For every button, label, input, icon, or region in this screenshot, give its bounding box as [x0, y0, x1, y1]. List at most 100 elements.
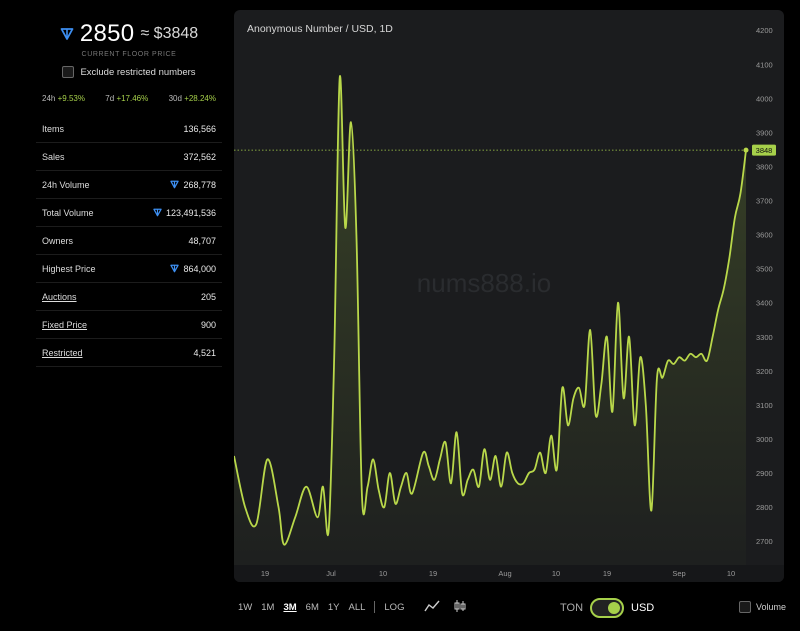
y-tick-label: 4000: [756, 94, 773, 103]
price-changes: 24h +9.53% 7d +17.46% 30d +28.24%: [36, 94, 222, 103]
y-tick-label: 3500: [756, 265, 773, 274]
y-tick-label: 3400: [756, 299, 773, 308]
chart-title: Anonymous Number / USD, 1D: [247, 23, 393, 35]
range-1w[interactable]: 1W: [238, 601, 253, 613]
chart-panel[interactable]: Anonymous Number / USD, 1D nums888.io 27…: [234, 10, 784, 582]
stat-label: 24h Volume: [42, 179, 90, 190]
change-value: +9.53%: [57, 94, 85, 103]
line-chart-icon[interactable]: [424, 599, 440, 613]
x-tick-label: 19: [429, 569, 437, 578]
change-24h: 24h +9.53%: [42, 94, 85, 103]
y-tick-label: 2900: [756, 469, 773, 478]
stat-row-restricted[interactable]: Restricted 4,521: [36, 339, 222, 367]
stat-label: Highest Price: [42, 263, 96, 274]
x-tick-label: Sep: [672, 569, 685, 578]
y-tick-label: 3000: [756, 435, 773, 444]
log-scale-toggle[interactable]: LOG: [384, 601, 405, 613]
last-price-dot: [743, 147, 749, 153]
stat-value: 136,566: [183, 124, 216, 134]
stat-value: 900: [201, 320, 216, 330]
x-tick-label: 10: [727, 569, 735, 578]
stat-label: Items: [42, 123, 65, 134]
stat-row-fixed-price[interactable]: Fixed Price 900: [36, 311, 222, 339]
stat-row-total-volume: Total Volume 123,491,536: [36, 199, 222, 227]
stat-value: 4,521: [193, 348, 216, 358]
watermark: nums888.io: [417, 268, 551, 298]
exclude-restricted-checkbox[interactable]: [62, 66, 75, 78]
floor-price-caption: CURRENT FLOOR PRICE: [81, 51, 177, 58]
stat-row-owners: Owners 48,707: [36, 227, 222, 255]
change-30d: 30d +28.24%: [169, 94, 216, 103]
ton-icon: [170, 180, 180, 189]
stats-table: Items 136,566 Sales 372,562 24h Volume 268,77…: [36, 115, 222, 367]
volume-checkbox[interactable]: [739, 601, 751, 613]
y-tick-label: 3600: [756, 231, 773, 240]
ton-icon: [170, 264, 180, 273]
stat-value-text: 123,491,536: [165, 207, 216, 218]
y-tick-label: 3900: [756, 128, 773, 137]
stat-value: 205: [201, 292, 216, 302]
y-tick-label: 4100: [756, 60, 773, 69]
stat-label[interactable]: Fixed Price: [42, 319, 88, 330]
price-line: [234, 75, 747, 546]
x-tick-label: 10: [379, 569, 387, 578]
ton-icon: [153, 208, 162, 217]
volume-toggle[interactable]: Volume: [739, 601, 786, 613]
stat-label: Total Volume: [42, 207, 94, 218]
stat-row-24h-volume: 24h Volume 268,778: [36, 171, 222, 199]
stat-value: 268,778: [170, 180, 216, 190]
y-tick-label: 3700: [756, 197, 773, 206]
volume-label: Volume: [756, 602, 787, 612]
change-value: +28.24%: [184, 94, 216, 103]
y-tick-label: 3300: [756, 333, 773, 342]
exclude-restricted-toggle[interactable]: Exclude restricted numbers: [36, 66, 222, 78]
x-axis-band: [234, 565, 784, 582]
exclude-restricted-label: Exclude restricted numbers: [80, 66, 196, 78]
x-tick-label: 19: [603, 569, 611, 578]
change-period: 7d: [105, 94, 115, 103]
stat-value: 48,707: [188, 236, 216, 246]
stat-row-sales: Sales 372,562: [36, 143, 222, 171]
bottom-toolbar: 1W 1M 3M 6M 1Y ALL LOG TON USD Volume: [0, 596, 800, 620]
y-tick-label: 3200: [756, 367, 773, 376]
range-3m[interactable]: 3M: [283, 601, 297, 613]
floor-price-ton: 2850: [79, 20, 135, 47]
range-6m[interactable]: 6M: [305, 601, 319, 613]
y-tick-label: 3800: [756, 162, 773, 171]
y-tick-label: 3100: [756, 401, 773, 410]
left-panel: 2850 ≈ $3848 CURRENT FLOOR PRICE Exclude…: [36, 18, 222, 367]
stat-row-auctions[interactable]: Auctions 205: [36, 283, 222, 311]
x-tick-label: Aug: [498, 569, 511, 578]
last-price-label: 3848: [756, 146, 773, 155]
toggle-ton-label[interactable]: TON: [560, 602, 584, 614]
switch-knob: [608, 602, 621, 614]
ton-icon: [60, 28, 74, 40]
chart-type-icons: [424, 599, 466, 613]
stat-value-text: 900: [200, 319, 216, 330]
y-tick-label: 2700: [756, 537, 773, 546]
stat-label[interactable]: Auctions: [42, 291, 77, 302]
range-1m[interactable]: 1M: [261, 601, 275, 613]
stat-label[interactable]: Restricted: [42, 347, 83, 358]
stat-value: 372,562: [183, 152, 216, 162]
change-period: 30d: [168, 94, 182, 103]
currency-toggle[interactable]: TON USD: [560, 598, 654, 618]
stat-value-text: 4,521: [193, 347, 216, 358]
currency-switch[interactable]: [590, 598, 625, 618]
floor-price-usd: ≈ $3848: [140, 25, 199, 42]
stat-value: 123,491,536: [153, 208, 216, 218]
range-all[interactable]: ALL: [348, 601, 366, 613]
x-tick-label: Jul: [326, 569, 336, 578]
y-tick-label: 2800: [756, 503, 773, 512]
stat-label: Owners: [42, 235, 74, 246]
stat-value-text: 48,707: [188, 235, 216, 246]
range-1y[interactable]: 1Y: [327, 601, 340, 613]
candlestick-icon[interactable]: [454, 599, 466, 613]
toggle-usd-label[interactable]: USD: [631, 602, 655, 614]
stat-value-text: 372,562: [183, 151, 216, 162]
x-tick-label: 10: [552, 569, 560, 578]
price-chart[interactable]: nums888.io 2700 2800 2900 3000 3100 3200 3300 3…: [234, 10, 784, 582]
stat-row-highest-price: Highest Price 864,000: [36, 255, 222, 283]
last-price-badge: [752, 144, 776, 156]
stat-value-text: 136,566: [183, 123, 216, 134]
